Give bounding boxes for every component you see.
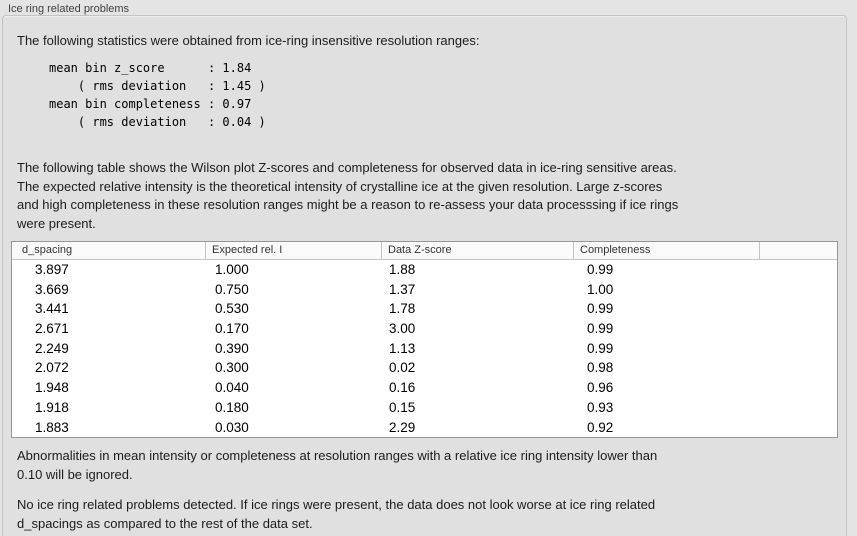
- cell-data-z-score: 2.29: [389, 419, 416, 435]
- cell-expected-rel-i: 0.170: [215, 321, 249, 337]
- table-row[interactable]: 2.671 0.170 3.00 0.99: [12, 319, 837, 339]
- cell-d-spacing: 2.072: [35, 360, 69, 376]
- cell-completeness: 1.00: [587, 281, 614, 297]
- cell-completeness: 0.99: [587, 321, 614, 337]
- cell-data-z-score: 0.15: [389, 399, 416, 415]
- table-row[interactable]: 1.948 0.040 0.16 0.96: [12, 378, 837, 398]
- cell-expected-rel-i: 0.180: [215, 399, 249, 415]
- cell-completeness: 0.93: [587, 399, 614, 415]
- cell-expected-rel-i: 1.000: [215, 262, 249, 277]
- section-title: Ice ring related problems: [8, 3, 130, 15]
- summary-stats-block: mean bin z_score : 1.84 ( rms deviation …: [49, 61, 266, 129]
- cell-d-spacing: 3.669: [35, 281, 69, 297]
- cell-d-spacing: 3.897: [35, 262, 69, 277]
- cell-completeness: 0.99: [587, 340, 614, 356]
- cell-d-spacing: 3.441: [35, 301, 69, 317]
- cell-expected-rel-i: 0.750: [215, 281, 249, 297]
- column-header-completeness[interactable]: Completeness: [574, 242, 760, 259]
- cell-completeness: 0.98: [587, 360, 614, 376]
- cell-completeness: 0.99: [587, 301, 614, 317]
- cell-completeness: 0.96: [587, 380, 614, 396]
- table-row[interactable]: 1.883 0.030 2.29 0.92: [12, 417, 837, 438]
- table-row[interactable]: 3.669 0.750 1.37 1.00: [12, 279, 837, 300]
- cell-data-z-score: 3.00: [389, 321, 416, 337]
- cell-expected-rel-i: 0.530: [215, 301, 249, 317]
- ice-ring-panel: The following statistics were obtained f…: [2, 15, 847, 536]
- cell-expected-rel-i: 0.040: [215, 380, 249, 396]
- cell-d-spacing: 1.918: [35, 399, 69, 415]
- cell-data-z-score: 0.02: [389, 360, 416, 376]
- cell-completeness: 0.92: [587, 419, 614, 435]
- cell-data-z-score: 0.16: [389, 380, 416, 396]
- table-row[interactable]: 2.072 0.300 0.02 0.98: [12, 358, 837, 379]
- cell-data-z-score: 1.78: [389, 301, 416, 317]
- conclusion-text: No ice ring related problems detected. I…: [17, 497, 656, 531]
- cell-data-z-score: 1.13: [389, 340, 416, 356]
- cell-completeness: 0.99: [587, 262, 614, 277]
- cell-d-spacing: 2.249: [35, 340, 69, 356]
- cell-d-spacing: 2.671: [35, 321, 69, 337]
- table-row[interactable]: 3.897 1.000 1.88 0.99: [12, 260, 837, 280]
- column-header-empty: [760, 242, 837, 259]
- table-row[interactable]: 1.918 0.180 0.15 0.93: [12, 397, 837, 418]
- cell-expected-rel-i: 0.030: [215, 419, 249, 435]
- column-header-d-spacing[interactable]: d_spacing: [12, 242, 206, 259]
- table-header-row: d_spacing Expected rel. I Data Z-score C…: [12, 242, 837, 260]
- column-header-data-z-score[interactable]: Data Z-score: [382, 242, 574, 259]
- table-row[interactable]: 2.249 0.390 1.13 0.99: [12, 338, 837, 359]
- column-header-expected-rel-i[interactable]: Expected rel. I: [206, 242, 382, 259]
- cell-data-z-score: 1.88: [389, 262, 416, 277]
- cell-expected-rel-i: 0.300: [215, 360, 249, 376]
- cell-d-spacing: 1.883: [35, 419, 69, 435]
- ice-ring-table: d_spacing Expected rel. I Data Z-score C…: [11, 241, 838, 438]
- cell-d-spacing: 1.948: [35, 380, 69, 396]
- cell-expected-rel-i: 0.390: [215, 340, 249, 356]
- intro-text: The following statistics were obtained f…: [17, 33, 480, 48]
- table-caption-text: The following table shows the Wilson plo…: [17, 160, 679, 231]
- table-row[interactable]: 3.441 0.530 1.78 0.99: [12, 299, 837, 320]
- ignore-note-text: Abnormalities in mean intensity or compl…: [17, 448, 658, 482]
- cell-data-z-score: 1.37: [389, 281, 416, 297]
